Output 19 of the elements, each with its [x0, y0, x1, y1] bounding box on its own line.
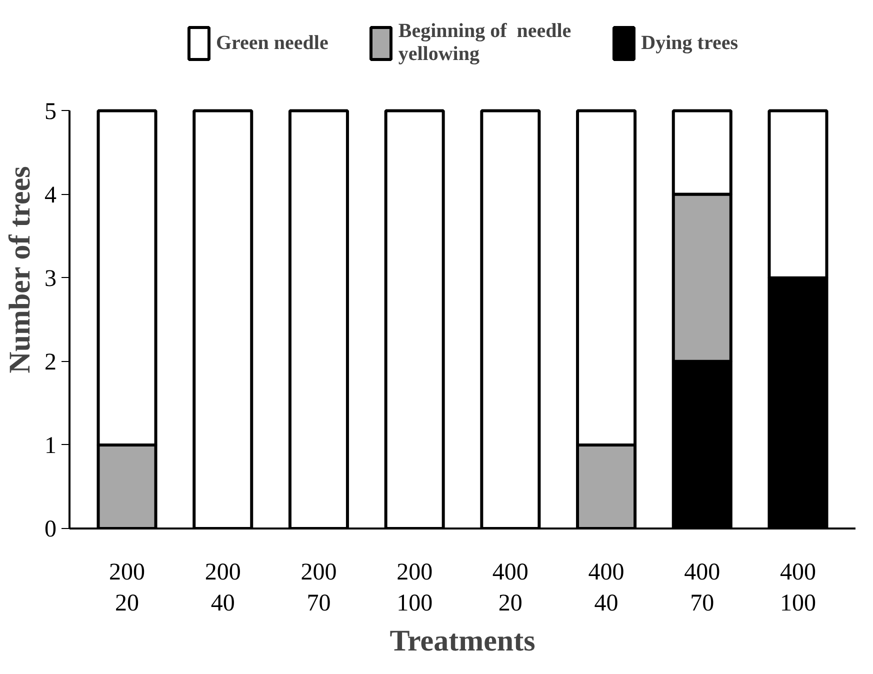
x-tick-label: 400 40 — [588, 560, 624, 617]
x-axis-title: Treatments — [390, 624, 536, 658]
x-tick-label: 200 100 — [396, 560, 433, 617]
legend-label: Dying trees — [641, 32, 738, 54]
x-tick-label: 400 100 — [780, 560, 816, 617]
y-tick-label: 0 — [44, 516, 56, 542]
x-tick-label: 400 20 — [492, 560, 528, 617]
x-tick-label: 200 20 — [109, 560, 146, 617]
y-tick-label: 1 — [44, 432, 56, 459]
y-tick-label: 2 — [44, 349, 56, 376]
y-tick-label: 3 — [44, 266, 56, 292]
y-axis-title: Number of trees — [4, 166, 36, 374]
y-tick-label: 4 — [44, 182, 56, 208]
legend-label: Green needle — [216, 32, 328, 54]
x-tick-label: 200 40 — [204, 560, 241, 617]
x-tick-label: 400 70 — [684, 560, 720, 617]
y-tick-label: 5 — [44, 98, 56, 125]
legend-label: Beginning of needle yellowing — [398, 20, 572, 66]
x-tick-label: 200 70 — [300, 560, 337, 617]
